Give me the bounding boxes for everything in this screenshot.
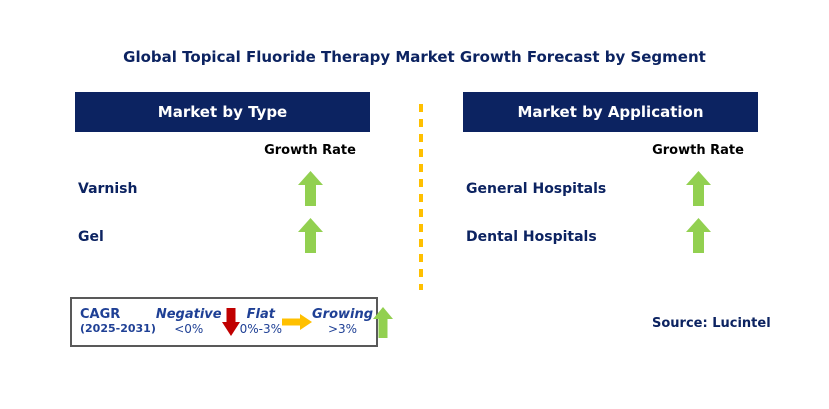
segment-label-dental-hospitals: Dental Hospitals — [466, 229, 597, 245]
growth-indicator-dental-hospitals — [638, 218, 758, 253]
up-arrow-icon — [373, 306, 394, 338]
growth-indicator-varnish — [250, 171, 370, 206]
legend-item-negative: Negative <0% — [155, 307, 222, 336]
up-arrow-icon — [297, 218, 323, 253]
dashed-divider — [419, 104, 423, 290]
legend-item-flat: Flat 0%-3% — [239, 307, 283, 336]
chart-title: Global Topical Fluoride Therapy Market G… — [123, 48, 706, 66]
growth-rate-column-header: Growth Rate — [264, 143, 356, 158]
legend-label: Growing — [312, 307, 374, 323]
legend-item-growing: Growing >3% — [312, 307, 374, 336]
cagr-legend: CAGR (2025-2031) Negative <0% Flat 0%-3%… — [70, 297, 394, 347]
panel-header-market-by-application: Market by Application — [463, 92, 758, 132]
legend-range: 0%-3% — [239, 321, 283, 336]
up-arrow-icon — [685, 218, 711, 253]
growth-rate-column-header: Growth Rate — [652, 143, 744, 158]
segment-label-varnish: Varnish — [78, 181, 138, 197]
legend-cagr-block: CAGR (2025-2031) — [80, 307, 156, 336]
legend-label: Flat — [246, 307, 275, 323]
growth-indicator-gel — [250, 218, 370, 253]
legend-cagr-title: CAGR — [80, 307, 121, 323]
legend-range: <0% — [174, 321, 204, 336]
panel-market-by-type: Market by Type Growth Rate Varnish Gel — [75, 92, 370, 292]
right-arrow-icon — [282, 314, 313, 330]
segment-label-general-hospitals: General Hospitals — [466, 181, 607, 197]
down-arrow-icon — [221, 308, 240, 336]
up-arrow-icon — [297, 171, 323, 206]
panel-header-market-by-type: Market by Type — [75, 92, 370, 132]
growth-indicator-general-hospitals — [638, 171, 758, 206]
segment-label-gel: Gel — [78, 229, 104, 245]
panel-market-by-application: Market by Application Growth Rate Genera… — [463, 92, 758, 292]
legend-range: >3% — [327, 321, 358, 336]
up-arrow-icon — [685, 171, 711, 206]
legend-cagr-period: (2025-2031) — [80, 322, 156, 336]
source-attribution: Source: Lucintel — [652, 316, 771, 331]
legend-label: Negative — [155, 307, 222, 323]
